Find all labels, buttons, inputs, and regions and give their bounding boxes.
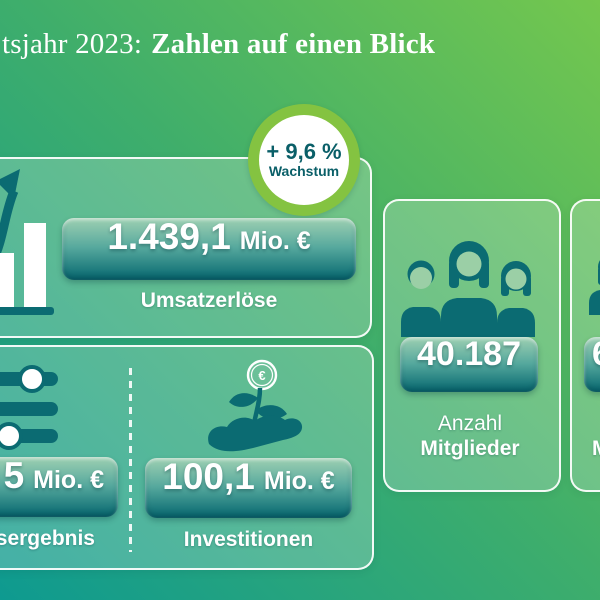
ergebnis-unit: Mio. € bbox=[33, 466, 104, 494]
value-pill-investitionen: 100,1 Mio. € bbox=[145, 458, 352, 518]
hand-plant-icon bbox=[208, 387, 303, 452]
sliders-icon bbox=[0, 365, 58, 450]
person-hair bbox=[449, 260, 459, 288]
growth-badge-inner: + 9,6 % Wachstum bbox=[259, 115, 349, 205]
umsatz-value: 1.439,1 bbox=[107, 216, 231, 257]
page-title-bold: Zahlen auf einen Blick bbox=[151, 28, 436, 60]
hand bbox=[208, 415, 303, 452]
label-mitglieder: Mitglieder bbox=[420, 437, 520, 460]
dashed-divider bbox=[129, 368, 132, 552]
person-icon bbox=[589, 260, 600, 315]
euro-coin-icon: € bbox=[246, 359, 278, 391]
label-anzahl: Anzahl bbox=[437, 412, 503, 435]
people-group-icon bbox=[401, 241, 535, 337]
value-pill-right-partial: 6 bbox=[584, 337, 600, 392]
person-body bbox=[441, 298, 497, 337]
mitglieder-value: 40.187 bbox=[417, 335, 521, 373]
label-ergebnis: sergebnis bbox=[0, 527, 95, 550]
slider-track bbox=[0, 402, 58, 416]
person-face bbox=[410, 267, 432, 289]
person-face bbox=[505, 268, 527, 290]
chart-baseline bbox=[0, 307, 54, 315]
growth-label: Wachstum bbox=[268, 163, 340, 180]
value-pill-umsatzerloese: 1.439,1 Mio. € bbox=[62, 218, 356, 280]
investitionen-value: 100,1 bbox=[162, 456, 255, 497]
person-face bbox=[456, 251, 482, 277]
investitionen-unit: Mio. € bbox=[263, 467, 335, 495]
page-title-regular: tsjahr 2023: bbox=[2, 28, 143, 60]
right-partial-value: 6 bbox=[592, 337, 600, 371]
person-body bbox=[589, 290, 600, 315]
chart-bar bbox=[24, 223, 46, 307]
ergebnis-value: 5 bbox=[3, 455, 25, 496]
plant-leaf bbox=[229, 393, 258, 407]
chart-bar bbox=[0, 253, 14, 307]
label-umsatzerloese: Umsatzerlöse bbox=[140, 289, 278, 312]
label-right-partial: M bbox=[592, 437, 600, 461]
bar-chart-growth-arrow-icon bbox=[0, 169, 54, 315]
growth-arrow-head bbox=[0, 169, 20, 199]
value-pill-mitglieder: 40.187 bbox=[400, 337, 538, 392]
growth-badge: + 9,6 % Wachstum bbox=[248, 104, 360, 216]
umsatz-unit: Mio. € bbox=[239, 227, 311, 255]
euro-symbol: € bbox=[258, 368, 265, 383]
growth-arrow-shaft bbox=[0, 189, 19, 257]
value-pill-ergebnis: 5 Mio. € bbox=[0, 457, 118, 517]
slider-knob bbox=[18, 365, 46, 393]
person-body bbox=[401, 307, 441, 337]
plant-leaf bbox=[256, 405, 287, 419]
person-hair bbox=[479, 260, 489, 288]
growth-value: + 9,6 % bbox=[266, 139, 342, 165]
person-body bbox=[497, 308, 535, 337]
slider-knob bbox=[0, 422, 23, 450]
page-title: tsjahr 2023: Zahlen auf einen Blick bbox=[2, 28, 435, 61]
label-investitionen: Investitionen bbox=[183, 528, 314, 551]
